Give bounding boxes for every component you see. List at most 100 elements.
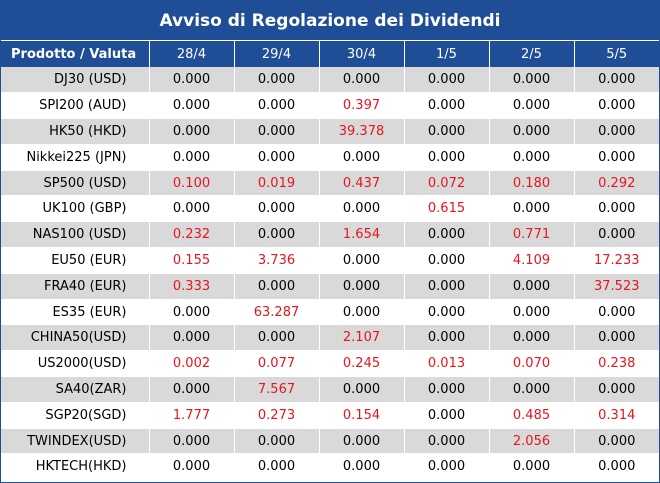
- table-row: CHINA50(USD) 0.000 0.000 2.107 0.000 0.000 0.0…: [1, 324, 659, 352]
- value-cell: 0.000: [404, 273, 490, 300]
- product-cell: TWINDEX(USD): [1, 428, 150, 455]
- value-cell: 0.000: [404, 428, 490, 455]
- column-header-date: 28/4: [149, 41, 235, 67]
- value-cell: 0.000: [149, 376, 235, 403]
- value-cell: 0.000: [404, 299, 490, 326]
- value-cell: 0.000: [149, 299, 235, 326]
- column-header-date: 2/5: [489, 41, 575, 67]
- value-cell: 0.314: [574, 402, 659, 429]
- table-row: NAS100 (USD) 0.232 0.000 1.654 0.000 0.771 0.0…: [1, 221, 659, 249]
- value-cell: 0.000: [319, 67, 405, 94]
- value-cell: 0.000: [234, 144, 320, 171]
- value-cell: 1.654: [319, 221, 405, 249]
- value-cell: 0.000: [404, 92, 490, 120]
- column-header-date: 29/4: [234, 41, 320, 67]
- value-cell: 0.013: [404, 350, 490, 378]
- product-cell: NAS100 (USD): [1, 221, 150, 249]
- column-header-product: Prodotto / Valuta: [1, 41, 150, 67]
- value-cell: 0.000: [574, 92, 659, 120]
- value-cell: 0.000: [319, 247, 405, 274]
- table-row: SP500 (USD) 0.100 0.019 0.437 0.072 0.180 0.29…: [1, 170, 659, 197]
- value-cell: 0.333: [149, 273, 235, 300]
- product-cell: UK100 (GBP): [1, 195, 150, 223]
- value-cell: 7.567: [234, 376, 320, 403]
- value-cell: 0.000: [574, 195, 659, 223]
- value-cell: 0.000: [234, 221, 320, 249]
- value-cell: 0.000: [489, 144, 575, 171]
- dividend-table: Prodotto / Valuta 28/4 29/4 30/4 1/5 2/5…: [1, 41, 659, 481]
- table-body: DJ30 (USD) 0.000 0.000 0.000 0.000 0.000 0.000…: [1, 67, 659, 481]
- table-row: SA40(ZAR) 0.000 7.567 0.000 0.000 0.000 0.000: [1, 376, 659, 403]
- value-cell: 4.109: [489, 247, 575, 274]
- table-row: SPI200 (AUD) 0.000 0.000 0.397 0.000 0.000 0.0…: [1, 92, 659, 120]
- product-cell: SA40(ZAR): [1, 376, 150, 403]
- table-header-row: Prodotto / Valuta 28/4 29/4 30/4 1/5 2/5…: [1, 41, 659, 67]
- table-row: EU50 (EUR) 0.155 3.736 0.000 0.000 4.109 17.23…: [1, 247, 659, 274]
- value-cell: 0.292: [574, 170, 659, 197]
- value-cell: 0.000: [404, 221, 490, 249]
- value-cell: 0.000: [574, 453, 659, 481]
- product-cell: SPI200 (AUD): [1, 92, 150, 120]
- value-cell: 0.000: [234, 118, 320, 145]
- value-cell: 3.736: [234, 247, 320, 274]
- table-row: ES35 (EUR) 0.000 63.287 0.000 0.000 0.000 0.00…: [1, 299, 659, 326]
- product-cell: SP500 (USD): [1, 170, 150, 197]
- product-cell: EU50 (EUR): [1, 247, 150, 274]
- value-cell: 0.000: [149, 195, 235, 223]
- value-cell: 2.056: [489, 428, 575, 455]
- value-cell: 0.000: [319, 299, 405, 326]
- value-cell: 0.273: [234, 402, 320, 429]
- value-cell: 0.000: [404, 402, 490, 429]
- value-cell: 0.000: [404, 247, 490, 274]
- value-cell: 1.777: [149, 402, 235, 429]
- value-cell: 0.100: [149, 170, 235, 197]
- product-cell: DJ30 (USD): [1, 67, 150, 94]
- column-header-date: 5/5: [574, 41, 659, 67]
- value-cell: 0.000: [234, 67, 320, 94]
- column-header-date: 1/5: [404, 41, 490, 67]
- value-cell: 0.397: [319, 92, 405, 120]
- product-cell: FRA40 (EUR): [1, 273, 150, 300]
- value-cell: 0.000: [574, 118, 659, 145]
- product-cell: SGP20(SGD): [1, 402, 150, 429]
- value-cell: 0.000: [489, 67, 575, 94]
- product-cell: HKTECH(HKD): [1, 453, 150, 481]
- value-cell: 0.000: [149, 118, 235, 145]
- table-row: TWINDEX(USD) 0.000 0.000 0.000 0.000 2.056 0.0…: [1, 428, 659, 455]
- value-cell: 0.000: [319, 453, 405, 481]
- value-cell: 0.615: [404, 195, 490, 223]
- value-cell: 0.002: [149, 350, 235, 378]
- value-cell: 0.771: [489, 221, 575, 249]
- value-cell: 2.107: [319, 324, 405, 352]
- value-cell: 0.000: [234, 92, 320, 120]
- value-cell: 0.000: [489, 273, 575, 300]
- value-cell: 0.000: [234, 324, 320, 352]
- value-cell: 0.000: [319, 144, 405, 171]
- table-row: Nikkei225 (JPN) 0.000 0.000 0.000 0.000 0.000…: [1, 144, 659, 171]
- value-cell: 17.233: [574, 247, 659, 274]
- value-cell: 39.378: [319, 118, 405, 145]
- value-cell: 0.000: [404, 67, 490, 94]
- value-cell: 0.077: [234, 350, 320, 378]
- value-cell: 0.000: [319, 428, 405, 455]
- value-cell: 0.000: [404, 324, 490, 352]
- value-cell: 0.000: [489, 92, 575, 120]
- product-cell: Nikkei225 (JPN): [1, 144, 150, 171]
- value-cell: 0.000: [574, 221, 659, 249]
- value-cell: 0.000: [489, 376, 575, 403]
- value-cell: 0.000: [489, 118, 575, 145]
- value-cell: 0.238: [574, 350, 659, 378]
- value-cell: 0.000: [319, 273, 405, 300]
- value-cell: 0.000: [149, 453, 235, 481]
- column-header-date: 30/4: [319, 41, 405, 67]
- value-cell: 63.287: [234, 299, 320, 326]
- value-cell: 0.000: [319, 376, 405, 403]
- table-row: SGP20(SGD) 1.777 0.273 0.154 0.000 0.485 0.314: [1, 402, 659, 429]
- value-cell: 0.000: [404, 453, 490, 481]
- product-cell: CHINA50(USD): [1, 324, 150, 352]
- value-cell: 0.245: [319, 350, 405, 378]
- table-row: HKTECH(HKD) 0.000 0.000 0.000 0.000 0.000 0.00…: [1, 453, 659, 481]
- value-cell: 0.485: [489, 402, 575, 429]
- value-cell: 0.000: [574, 144, 659, 171]
